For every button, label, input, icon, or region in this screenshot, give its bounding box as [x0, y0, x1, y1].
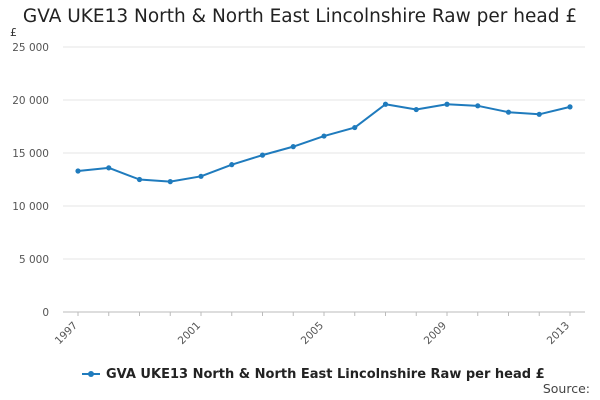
data-point — [75, 168, 81, 174]
series-layer — [75, 101, 573, 185]
y-tick-label: 15 000 — [12, 148, 49, 160]
data-point — [198, 173, 204, 179]
data-point — [413, 106, 419, 113]
x-tick-label: 2001 — [176, 320, 203, 347]
y-tick-label: 0 — [42, 307, 49, 319]
data-point — [136, 176, 143, 183]
x-tick-label: 2005 — [299, 320, 326, 347]
legend[interactable]: GVA UKE13 North & North East Lincolnshir… — [82, 366, 545, 382]
source-label: Source: — [542, 381, 590, 396]
data-point — [290, 144, 296, 150]
x-tick-label: 1997 — [53, 320, 80, 347]
y-tick-label: 20 000 — [12, 95, 49, 107]
series-line — [77, 103, 571, 183]
data-point — [167, 179, 173, 185]
line-chart: 0 5 000 10 000 15 000 20 000 25 000 £ 1997 2001… — [10, 26, 585, 347]
x-axis: 1997 2001 2005 2009 2013 — [53, 312, 572, 347]
data-point — [475, 103, 481, 109]
chart-title: GVA UKE13 North & North East Lincolnshir… — [22, 6, 578, 27]
legend-label: GVA UKE13 North & North East Lincolnshir… — [106, 366, 545, 382]
data-point — [352, 124, 358, 131]
x-tick-label: 2013 — [545, 320, 572, 347]
y-axis: 0 5 000 10 000 15 000 20 000 25 000 £ — [10, 26, 49, 319]
data-point — [505, 109, 512, 115]
y-tick-label: 5 000 — [19, 254, 49, 266]
data-point — [382, 101, 389, 107]
data-point — [106, 165, 112, 171]
data-point — [567, 104, 573, 110]
data-point — [259, 152, 266, 158]
legend-line-marker-icon — [82, 368, 100, 380]
data-point — [444, 101, 450, 107]
data-point — [229, 162, 235, 168]
data-point — [321, 133, 327, 139]
x-tick-label: 2009 — [422, 320, 449, 347]
data-point — [536, 111, 542, 117]
y-tick-label: 10 000 — [12, 201, 49, 213]
y-axis-unit-label: £ — [10, 26, 17, 39]
y-tick-label: 25 000 — [12, 42, 49, 54]
